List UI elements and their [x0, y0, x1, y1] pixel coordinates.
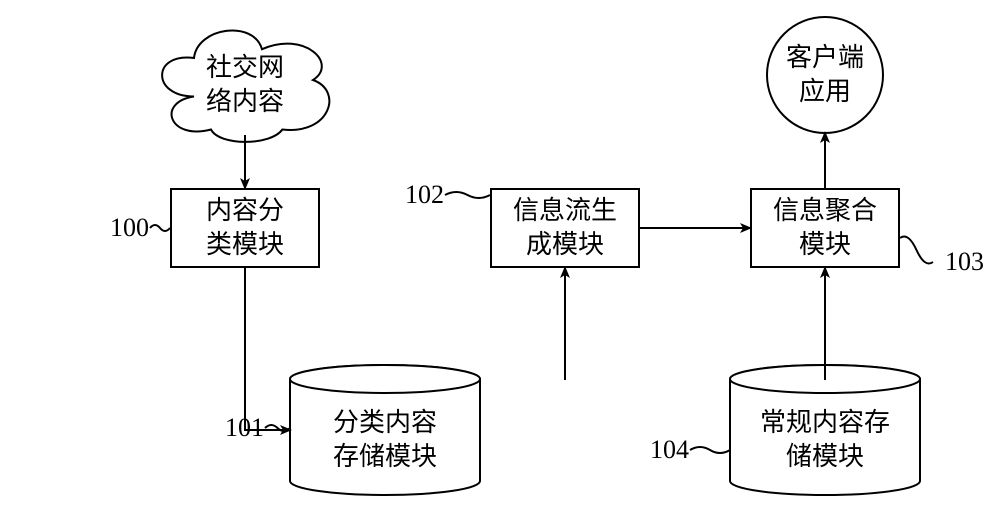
ref-104: 104 [650, 435, 689, 465]
box-102: 信息流生 成模块 [490, 188, 640, 268]
db101-l2: 存储模块 [333, 440, 437, 474]
box-100-l2: 类模块 [206, 228, 284, 262]
ref-101: 101 [225, 413, 264, 443]
box-102-l1: 信息流生 [513, 194, 617, 228]
db101-text: 分类内容 存储模块 [290, 385, 480, 495]
db104-text: 常规内容存 储模块 [730, 385, 920, 495]
ref-103: 103 [945, 247, 984, 277]
circle-l1: 客户端 [786, 41, 864, 75]
box-102-l2: 成模块 [513, 228, 617, 262]
cloud-l1: 社交网 [206, 51, 284, 85]
db104-l1: 常规内容存 [760, 406, 890, 440]
cloud-text: 社交网 络内容 [160, 35, 330, 135]
box-103-l2: 模块 [773, 228, 877, 262]
ref-102: 102 [405, 180, 444, 210]
box-100-l1: 内容分 [206, 194, 284, 228]
box-100: 内容分 类模块 [170, 188, 320, 268]
circle-text: 客户端 应用 [767, 17, 883, 133]
db104-l2: 储模块 [760, 440, 890, 474]
db101-l1: 分类内容 [333, 406, 437, 440]
circle-l2: 应用 [786, 75, 864, 109]
ref-100: 100 [110, 213, 149, 243]
cloud-l2: 络内容 [206, 85, 284, 119]
box-103: 信息聚合 模块 [750, 188, 900, 268]
box-103-l1: 信息聚合 [773, 194, 877, 228]
